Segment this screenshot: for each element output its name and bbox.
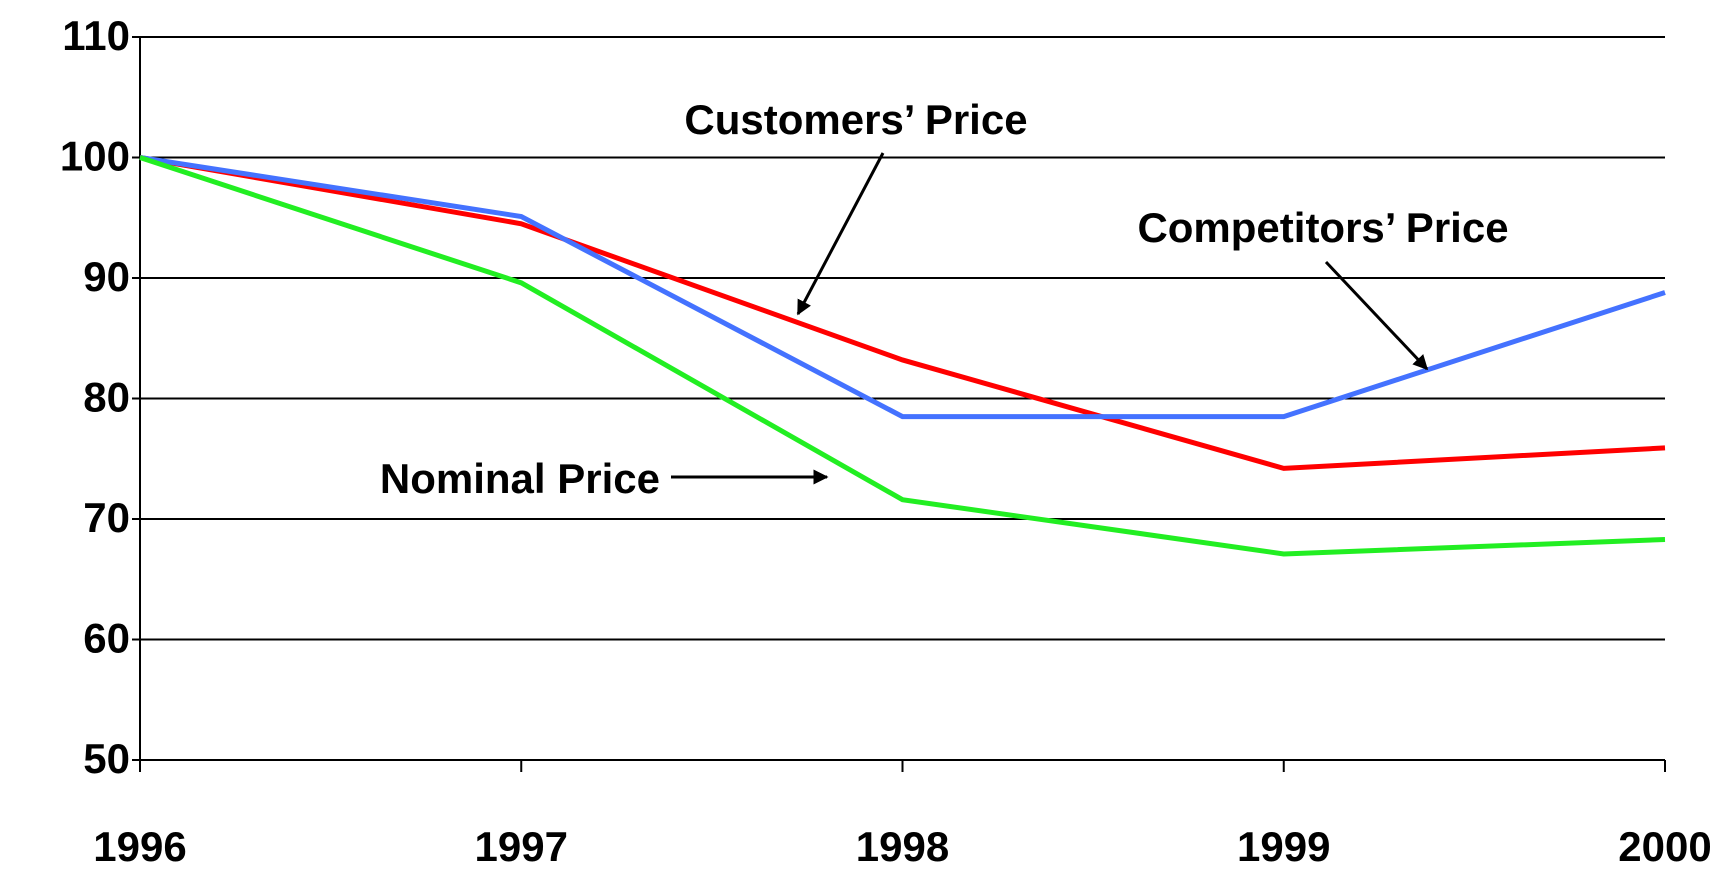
series-line: [139, 155, 1666, 471]
series-label: Nominal Price: [380, 455, 660, 502]
arrow: [1324, 260, 1429, 371]
y-tick-label: 100: [60, 133, 130, 180]
y-tick-label: 110: [62, 12, 130, 59]
lines: [139, 155, 1666, 557]
x-tick-label: 1996: [93, 823, 186, 870]
x-tick-label: 1997: [475, 823, 568, 870]
series-line: [139, 155, 1666, 420]
y-tick-label: 60: [83, 615, 130, 662]
series-label: Customers’ Price: [684, 96, 1027, 143]
x-tick-label: 1999: [1237, 823, 1330, 870]
series-label: Competitors’ Price: [1137, 204, 1508, 251]
arrow: [796, 152, 885, 316]
series-line: [139, 155, 1666, 557]
grid: [132, 36, 1666, 772]
x-tick-label: 1998: [856, 823, 949, 870]
y-tick-label: 50: [83, 735, 130, 782]
y-tick-label: 80: [83, 374, 130, 421]
y-tick-label: 70: [83, 494, 130, 541]
x-tick-label: 2000: [1618, 823, 1711, 870]
y-tick-label: 90: [83, 253, 130, 300]
